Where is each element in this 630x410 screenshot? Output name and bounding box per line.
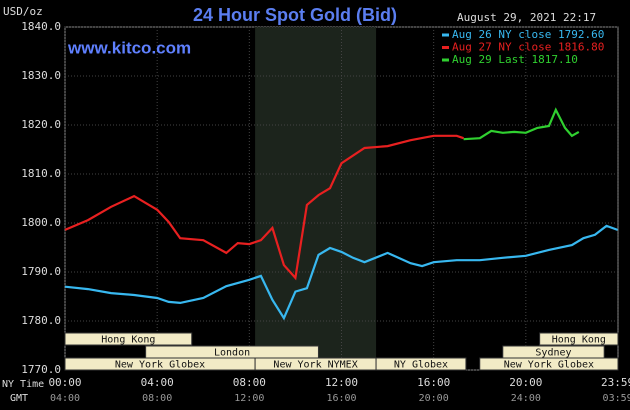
- x2-tick-label: 12:00: [234, 393, 264, 404]
- y-tick-label: 1790.0: [21, 265, 61, 278]
- session-label: London: [214, 348, 250, 359]
- session-box: [64, 332, 193, 346]
- chart-title: 24 Hour Spot Gold (Bid): [193, 5, 397, 25]
- x-tick-label: 23:59: [601, 376, 630, 389]
- y-tick-label: 1800.0: [21, 216, 61, 229]
- y-tick-label: 1840.0: [21, 20, 61, 33]
- session-label: Hong Kong: [101, 335, 155, 346]
- x-tick-label: 12:00: [325, 376, 358, 389]
- y-axis-label: USD/oz: [3, 5, 43, 18]
- session-label: New York Globex: [115, 360, 205, 371]
- legend-label: Aug 29 Last 1817.10: [452, 53, 578, 66]
- session-box: [539, 332, 619, 346]
- x2-tick-label: 20:00: [419, 393, 449, 404]
- session-box: [479, 357, 619, 371]
- y-tick-label: 1820.0: [21, 118, 61, 131]
- x-tick-label: 16:00: [417, 376, 450, 389]
- session-label: New York NYMEX: [273, 360, 357, 371]
- series-line: [64, 134, 464, 281]
- legend-label: Aug 26 NY close 1792.60: [452, 28, 604, 41]
- website: www.kitco.com: [67, 38, 191, 57]
- timestamp: August 29, 2021 22:17: [457, 11, 596, 24]
- x-tick-label: 20:00: [509, 376, 542, 389]
- x2-tick-label: 04:00: [50, 393, 80, 404]
- session-box: [375, 357, 467, 371]
- y-tick-label: 1780.0: [21, 314, 61, 327]
- session-label: NY Globex: [394, 360, 448, 371]
- x2-axis-label: GMT: [10, 393, 28, 404]
- x2-tick-label: 08:00: [142, 393, 172, 404]
- series-line: [463, 107, 580, 141]
- x2-tick-label: 16:00: [326, 393, 356, 404]
- y-tick-label: 1810.0: [21, 167, 61, 180]
- y-tick-label: 1830.0: [21, 69, 61, 82]
- session-label: New York Globex: [504, 360, 594, 371]
- session-label: Sydney: [535, 348, 571, 359]
- x2-tick-label: 24:00: [511, 393, 541, 404]
- x-axis-label: NY Time: [2, 379, 44, 390]
- legend-label: Aug 27 NY close 1816.80: [452, 41, 604, 54]
- session-label: Hong Kong: [552, 335, 606, 346]
- x2-tick-label: 03:59: [603, 393, 630, 404]
- y-tick-label: 1770.0: [21, 363, 61, 376]
- x-tick-label: 04:00: [141, 376, 174, 389]
- series-line: [64, 224, 618, 321]
- x-tick-label: 00:00: [48, 376, 81, 389]
- x-tick-label: 08:00: [233, 376, 266, 389]
